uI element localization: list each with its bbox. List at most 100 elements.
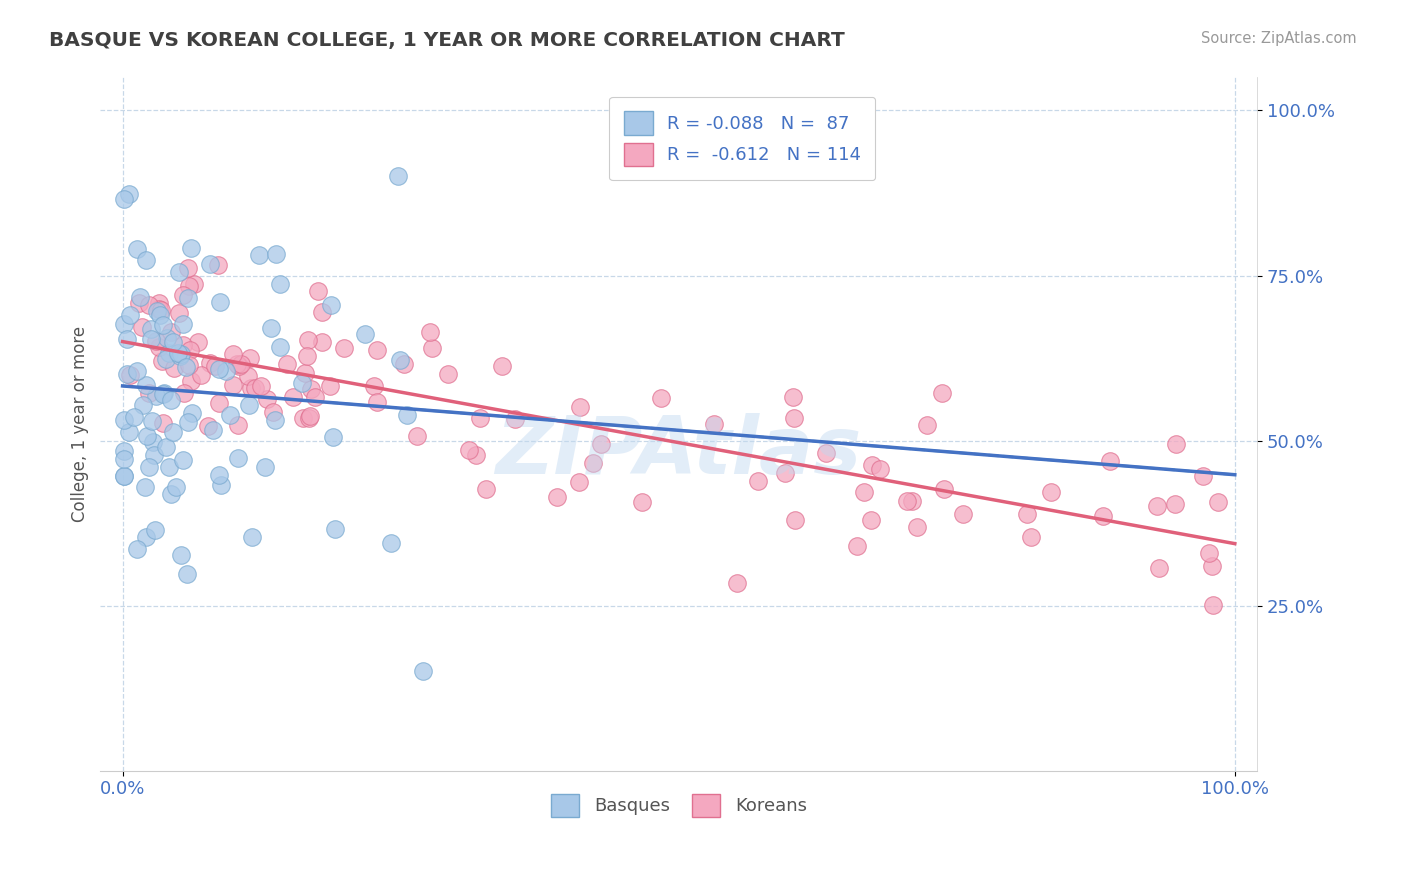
Point	[155, 440, 177, 454]
Point	[112, 469, 135, 483]
Point	[392, 358, 415, 372]
Point	[112, 413, 135, 427]
Point	[135, 253, 157, 268]
Point	[173, 385, 195, 400]
Point	[162, 425, 184, 439]
Point	[179, 343, 201, 358]
Point	[380, 536, 402, 550]
Point	[353, 326, 375, 341]
Point	[269, 277, 291, 292]
Point	[1201, 598, 1223, 612]
Point	[153, 386, 176, 401]
Point	[157, 459, 180, 474]
Point	[201, 423, 224, 437]
Point	[128, 296, 150, 310]
Point	[226, 450, 249, 465]
Point	[118, 425, 141, 440]
Point	[167, 305, 190, 319]
Point	[307, 284, 329, 298]
Point	[141, 322, 163, 336]
Point	[1098, 454, 1121, 468]
Point	[845, 539, 868, 553]
Point	[172, 288, 194, 302]
Point	[1019, 530, 1042, 544]
Point	[141, 332, 163, 346]
Point	[703, 417, 725, 431]
Point	[896, 494, 918, 508]
Point	[221, 378, 243, 392]
Point	[145, 303, 167, 318]
Point	[157, 345, 180, 359]
Point	[165, 480, 187, 494]
Point	[127, 364, 149, 378]
Point	[291, 411, 314, 425]
Point	[1146, 500, 1168, 514]
Point	[783, 513, 806, 527]
Point	[155, 352, 177, 367]
Point	[546, 490, 568, 504]
Point	[127, 243, 149, 257]
Point	[152, 354, 174, 368]
Point	[281, 390, 304, 404]
Point	[136, 428, 159, 442]
Point	[239, 351, 262, 366]
Point	[218, 409, 240, 423]
Point	[245, 381, 267, 395]
Point	[179, 278, 201, 293]
Point	[568, 475, 591, 489]
Point	[860, 513, 883, 527]
Point	[132, 398, 155, 412]
Point	[138, 460, 160, 475]
Point	[159, 392, 181, 407]
Point	[152, 318, 174, 333]
Point	[294, 367, 316, 381]
Point	[134, 479, 156, 493]
Point	[143, 523, 166, 537]
Point	[240, 530, 263, 544]
Point	[229, 357, 252, 371]
Point	[228, 359, 250, 373]
Point	[208, 362, 231, 376]
Point	[222, 347, 245, 361]
Point	[226, 357, 249, 371]
Point	[436, 368, 458, 382]
Point	[162, 335, 184, 350]
Point	[319, 379, 342, 393]
Point	[124, 410, 146, 425]
Point	[260, 321, 283, 335]
Point	[503, 411, 526, 425]
Point	[118, 368, 141, 383]
Point	[297, 349, 319, 363]
Point	[149, 303, 172, 318]
Point	[190, 368, 212, 382]
Point	[1147, 560, 1170, 574]
Point	[176, 567, 198, 582]
Point	[311, 334, 333, 349]
Point	[179, 358, 201, 372]
Point	[253, 459, 276, 474]
Point	[247, 248, 270, 262]
Point	[172, 453, 194, 467]
Point	[815, 446, 838, 460]
Point	[747, 475, 769, 489]
Point	[725, 576, 748, 591]
Point	[198, 356, 221, 370]
Point	[115, 332, 138, 346]
Point	[177, 291, 200, 305]
Point	[366, 343, 388, 358]
Point	[1192, 469, 1215, 483]
Point	[852, 485, 875, 500]
Point	[291, 376, 314, 390]
Point	[135, 530, 157, 544]
Point	[170, 548, 193, 562]
Point	[169, 349, 191, 363]
Point	[187, 334, 209, 349]
Point	[159, 487, 181, 501]
Point	[131, 319, 153, 334]
Point	[333, 341, 356, 355]
Point	[236, 369, 259, 384]
Point	[148, 301, 170, 316]
Point	[141, 414, 163, 428]
Point	[172, 338, 194, 352]
Point	[297, 333, 319, 347]
